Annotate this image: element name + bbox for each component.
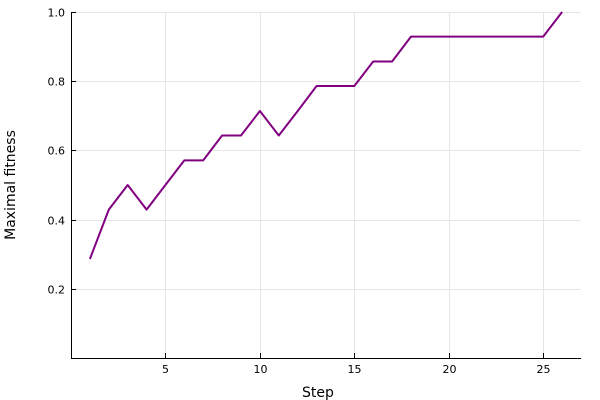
x-tick-label: 25 <box>537 363 551 376</box>
series-lines <box>88 11 563 260</box>
x-tick-label: 10 <box>254 363 268 376</box>
series-line-0 <box>88 11 563 260</box>
y-tick-label: 0.6 <box>48 145 66 158</box>
tick-labels: 5 10 15 20 25 0.2 0.4 0.6 0.8 1.0 <box>48 7 551 377</box>
grid-lines <box>71 12 581 358</box>
y-tick-label: 1.0 <box>48 7 66 20</box>
y-axis-label: Maximal fitness <box>3 130 19 240</box>
x-tick-label: 15 <box>348 363 362 376</box>
x-tick-label: 20 <box>443 363 457 376</box>
y-tick-label: 0.8 <box>48 76 66 89</box>
y-tick-label: 0.4 <box>48 215 66 228</box>
axes <box>71 12 581 359</box>
y-tick-label: 0.2 <box>48 284 66 297</box>
x-axis-label: Step <box>302 385 334 400</box>
x-tick-label: 5 <box>162 363 169 376</box>
